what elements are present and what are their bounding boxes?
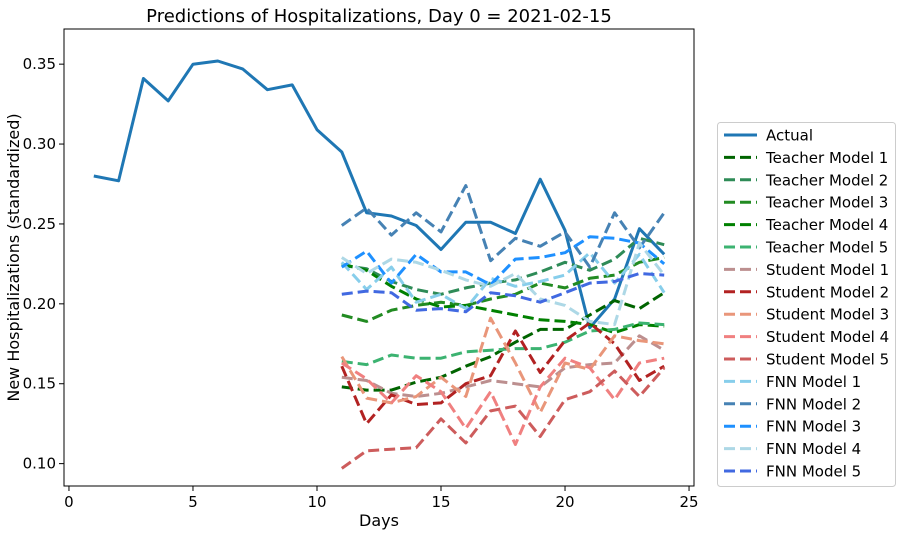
plot-frame [63,28,695,487]
legend-label-teacher-model-1: Teacher Model 1 [765,149,888,167]
y-tick-label: 0.20 [23,295,56,313]
series-line-student-model-5 [340,366,666,470]
legend: Actual Teacher Model 1 Teacher Model 2 Teac… [717,122,896,487]
legend-label-student-model-5: Student Model 5 [766,351,889,369]
x-tick-label: 5 [188,493,198,511]
y-tick-label: 0.15 [23,375,56,393]
legend-frame [717,122,896,487]
legend-label-teacher-model-5: Teacher Model 5 [765,239,888,257]
y-axis-label: New Hospitalizations (standardized) [4,113,23,401]
x-tick-label: 0 [64,493,74,511]
series-line-fnn-model-3 [340,235,666,287]
y-tick-label: 0.30 [23,135,56,153]
legend-label-teacher-model-4: Teacher Model 4 [765,216,888,234]
series-line-teacher-model-4 [341,262,665,335]
plot-area [63,28,695,487]
legend-label-fnn-model-3: FNN Model 3 [766,418,861,436]
y-tick-label: 0.10 [23,455,56,473]
legend-label-fnn-model-1: FNN Model 1 [766,373,861,391]
series-line-teacher-model-2 [341,236,665,296]
series-line-teacher-model-5 [341,321,665,367]
legend-label-actual: Actual [766,127,813,145]
legend-label-student-model-4: Student Model 4 [766,328,889,346]
series-line-actual [93,59,666,330]
x-tick-label: 15 [431,493,450,511]
y-tick-label: 0.35 [23,55,56,73]
legend-label-student-model-3: Student Model 3 [766,306,889,324]
series-lines [93,59,666,470]
series-line-fnn-model-5 [341,272,665,314]
x-axis: 0 5 10 15 20 25 [64,486,699,511]
x-tick-label: 10 [307,493,326,511]
y-tick-label: 0.25 [23,215,56,233]
chart-title: Predictions of Hospitalizations, Day 0 =… [146,6,612,27]
legend-label-teacher-model-2: Teacher Model 2 [765,171,888,189]
legend-label-fnn-model-4: FNN Model 4 [766,440,861,458]
x-axis-label: Days [359,511,399,530]
legend-label-fnn-model-2: FNN Model 2 [766,395,861,413]
series-line-fnn-model-2 [340,184,666,269]
series-line-teacher-model-3 [341,256,665,323]
series-line-student-model-1 [341,334,665,398]
x-tick-label: 25 [679,493,698,511]
series-line-student-model-4 [340,356,665,446]
legend-label-fnn-model-5: FNN Model 5 [766,463,861,481]
y-axis: 0.10 0.15 0.20 0.25 0.30 0.35 [23,55,64,473]
x-tick-label: 20 [555,493,574,511]
series-line-student-model-3 [340,316,665,414]
legend-label-student-model-1: Student Model 1 [766,261,889,279]
legend-label-student-model-2: Student Model 2 [766,283,889,301]
legend-label-teacher-model-3: Teacher Model 3 [765,194,888,212]
